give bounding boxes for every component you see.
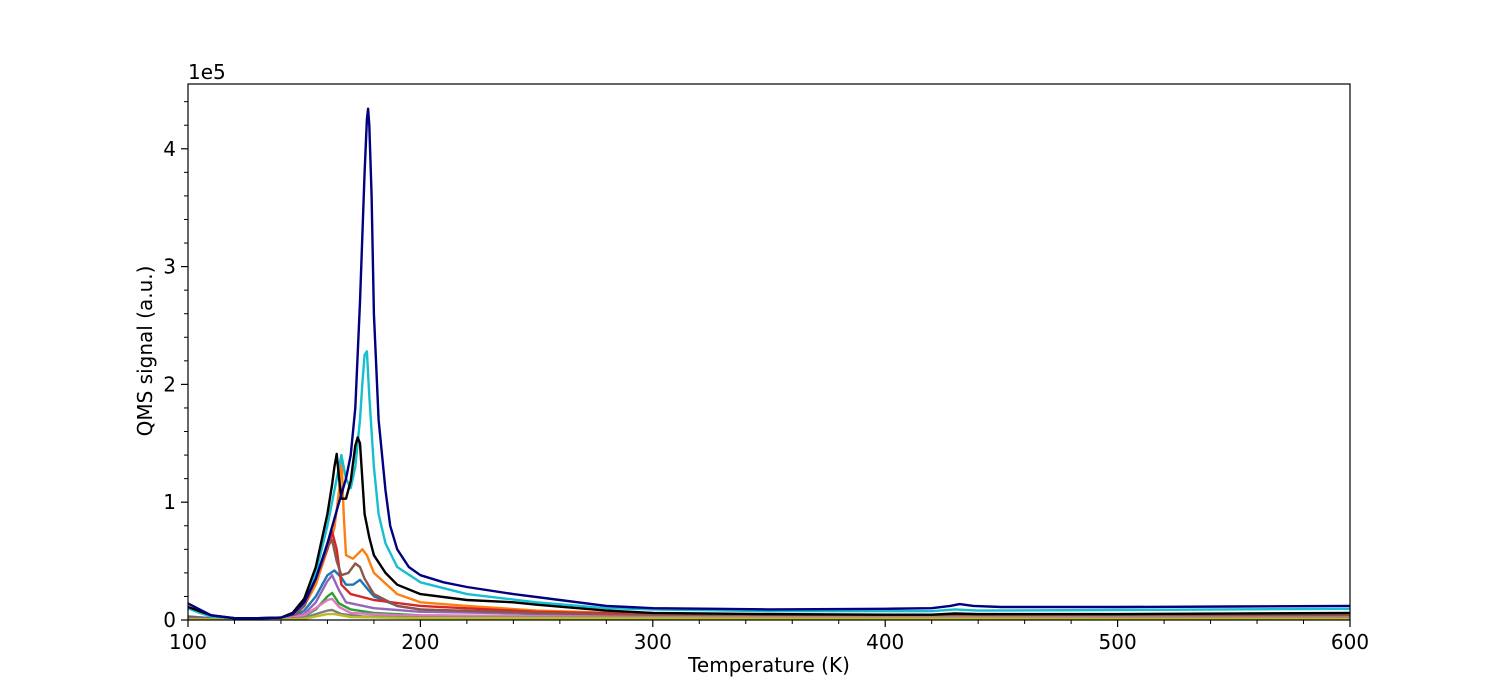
- series-line-6: [188, 538, 1350, 620]
- plot-frame: [187, 83, 1351, 621]
- x-tick-label: 200: [401, 630, 439, 654]
- x-axis-label: Temperature (K): [687, 653, 850, 677]
- y-axis-offset-label: 1e5: [188, 60, 226, 84]
- series-line-11: [188, 436, 1350, 620]
- series-group: [188, 107, 1350, 620]
- y-axis-label: QMS signal (a.u.): [133, 266, 157, 437]
- y-tick-label: 2: [163, 372, 176, 396]
- x-tick-label: 300: [634, 630, 672, 654]
- y-tick-label: 1: [163, 490, 176, 514]
- y-tick-label: 3: [163, 255, 176, 279]
- x-tick-label: 600: [1331, 630, 1369, 654]
- x-tick-label: 400: [866, 630, 904, 654]
- series-line-12: [188, 107, 1350, 620]
- x-tick-label: 500: [1099, 630, 1137, 654]
- y-tick-label: 4: [163, 137, 176, 161]
- y-tick-label: 0: [163, 608, 176, 632]
- x-tick-label: 100: [169, 630, 207, 654]
- plot-area: 100 200 300 400 500 600 0 1 2 3 4: [163, 83, 1369, 654]
